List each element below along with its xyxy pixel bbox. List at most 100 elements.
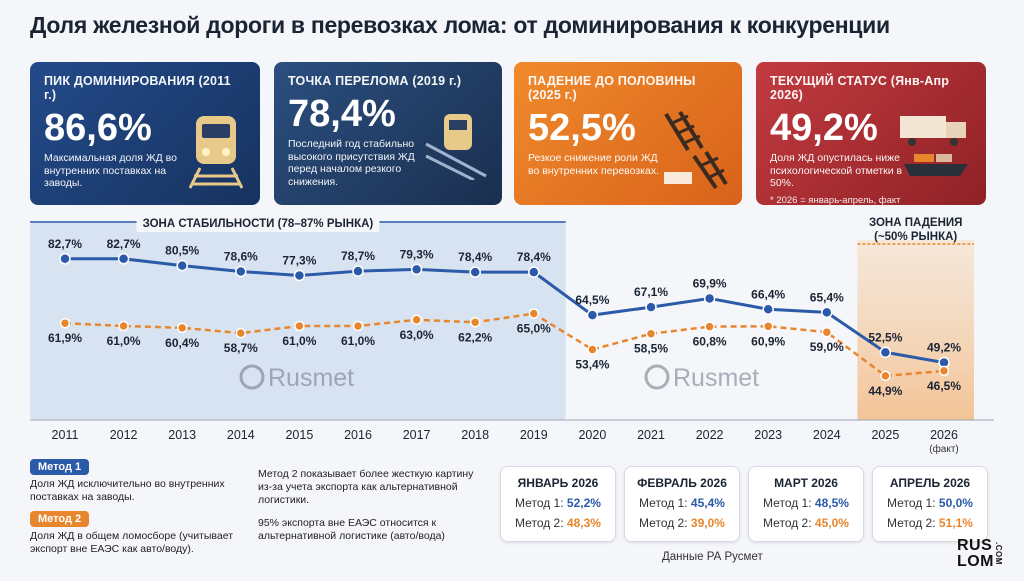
card-value: 52,5%: [528, 107, 636, 149]
series-1-point: [879, 346, 892, 359]
m1-label: Метод 1:: [515, 496, 564, 510]
series-1-point: [235, 265, 247, 278]
card-turning-point: ТОЧКА ПЕРЕЛОМА (2019 г.) 78,4% Последний…: [274, 62, 502, 205]
legend-method2-badge: Метод 2: [30, 511, 90, 527]
series-1-point: [293, 269, 306, 282]
series-2-point: [587, 344, 598, 355]
rusmet-watermark-text: Rusmet: [673, 364, 759, 392]
series-1-label: 66,4%: [751, 287, 785, 301]
truck-ship-icon: [900, 116, 968, 176]
card-desc: Последний год стабильно высокого присутс…: [288, 138, 415, 188]
rusmet-watermark: Rusmet: [239, 364, 354, 392]
series-1-label: 78,7%: [341, 249, 375, 263]
card-head: ТОЧКА ПЕРЕЛОМА (2019 г.): [288, 74, 462, 88]
series-2-label: 44,9%: [868, 384, 902, 398]
series-1-label: 69,9%: [693, 276, 727, 290]
series-1-point: [410, 263, 423, 276]
fall-zone-label: ЗОНА ПАДЕНИЯ: [869, 217, 963, 229]
series-1-point: [117, 253, 130, 265]
m1-label: Метод 1:: [639, 496, 688, 510]
series-2-point: [645, 328, 657, 339]
series-2-point: [938, 365, 950, 377]
m1-value: 52,2%: [566, 496, 601, 510]
series-2-label: 58,5%: [634, 342, 668, 356]
month-card-feb: ФЕВРАЛЬ 2026 Метод 1: 45,4% Метод 2: 39,…: [624, 466, 740, 542]
series-2-point: [235, 327, 247, 339]
series-2-label: 46,5%: [927, 379, 961, 393]
method-notes: Метод 2 показывает более жесткую картину…: [258, 468, 478, 543]
m1-value: 45,4%: [690, 496, 725, 510]
series-1-label: 82,7%: [107, 237, 141, 251]
rusmet-logo-icon: [239, 364, 265, 390]
source-text: Данные РА Русмет: [662, 551, 763, 563]
series-2-label: 53,4%: [575, 358, 609, 372]
x-tick-label: 2022: [696, 428, 724, 442]
series-2-label: 59,0%: [810, 340, 844, 354]
card-desc: Доля ЖД опустилась ниже психологической …: [770, 152, 903, 189]
series-1-label: 65,4%: [810, 290, 844, 304]
fall-zone-label2: (~50% РЫНКА): [874, 231, 957, 243]
x-tick-label: 2013: [168, 428, 196, 442]
series-1-point: [352, 265, 364, 277]
x-tick-label: 2015: [285, 428, 313, 442]
x-tick-label: 2026: [930, 428, 958, 442]
line-chart: ЗОНА СТАБИЛЬНОСТИ (78–87% РЫНКА) ЗОНА ПАД…: [30, 216, 994, 455]
rusmet-watermark: Rusmet: [644, 364, 759, 392]
train-icon: [188, 116, 244, 189]
m1-value: 48,5%: [814, 496, 849, 510]
series-2-label: 61,9%: [48, 331, 82, 345]
month-head: АПРЕЛЬ 2026: [889, 476, 971, 490]
logo-com: .COM: [994, 542, 1003, 565]
card-value: 86,6%: [44, 107, 152, 149]
ruslom-logo: RUS LOM .COM: [957, 538, 1003, 570]
series-2-label: 62,2%: [458, 330, 492, 344]
x-tick-label: 2021: [637, 428, 665, 442]
m2-label: Метод 2:: [515, 516, 564, 530]
series-2-label: 63,0%: [400, 328, 434, 342]
series-2-label: 61,0%: [282, 334, 316, 348]
x-tick-label: 2017: [403, 428, 431, 442]
series-1-point: [528, 266, 540, 278]
m2-value: 51,1%: [938, 516, 973, 530]
m2-label: Метод 2:: [639, 516, 688, 530]
series-1-label: 67,1%: [634, 285, 668, 299]
card-value: 78,4%: [288, 93, 396, 135]
x-tick-label: 2024: [813, 428, 841, 442]
note-2: 95% экспорта вне ЕАЭС относится к альтер…: [258, 517, 445, 542]
card-desc: Максимальная доля ЖД во внутренних поста…: [44, 152, 177, 189]
month-card-apr: АПРЕЛЬ 2026 Метод 1: 50,0% Метод 2: 51,1…: [872, 466, 988, 542]
series-2-label: 58,7%: [224, 341, 258, 355]
series-1-label: 64,5%: [575, 293, 609, 307]
fall-zone: [857, 240, 974, 420]
series-2-point: [352, 320, 364, 332]
series-1-point: [703, 292, 716, 305]
m2-value: 45,0%: [814, 516, 849, 530]
card-head: ПАДЕНИЕ ДО ПОЛОВИНЫ (2025 г.): [528, 74, 696, 102]
series-1-label: 80,5%: [165, 244, 199, 258]
legend-method2-text: Доля ЖД в общем ломосборе (учитывает экс…: [30, 530, 234, 555]
x-tick-label: 2012: [110, 428, 138, 442]
series-2-point: [59, 317, 71, 329]
series-1-label: 49,2%: [927, 341, 961, 355]
series-1-label: 77,3%: [282, 254, 316, 268]
series-1-label: 52,5%: [868, 330, 902, 344]
series-2-label: 65,0%: [517, 322, 551, 336]
series-2-label: 60,9%: [751, 334, 785, 348]
month-card-mar: МАРТ 2026 Метод 1: 48,5% Метод 2: 45,0%: [748, 466, 864, 542]
series-1-label: 78,4%: [517, 250, 551, 264]
series-1-point: [821, 306, 833, 319]
stability-label-bg: [136, 216, 380, 232]
series-line-2: [64, 312, 945, 378]
x-tick-label: 2019: [520, 428, 548, 442]
series-line-1: [65, 257, 945, 365]
card-drop: ПАДЕНИЕ ДО ПОЛОВИНЫ (2025 г.) 52,5% Резк…: [514, 62, 742, 205]
x-tick-label: 2018: [461, 428, 489, 442]
x-tick-label: 2025: [871, 428, 899, 442]
m2-value: 39,0%: [690, 516, 725, 530]
series-1-label: 82,7%: [48, 237, 82, 251]
x-tick-label: 2011: [52, 428, 79, 442]
train-rails-icon: [425, 114, 487, 180]
series-2-label: 60,8%: [693, 335, 727, 349]
legend-method1-text: Доля ЖД исключительно во внутренних пост…: [30, 478, 225, 503]
m1-value: 50,0%: [938, 496, 973, 510]
